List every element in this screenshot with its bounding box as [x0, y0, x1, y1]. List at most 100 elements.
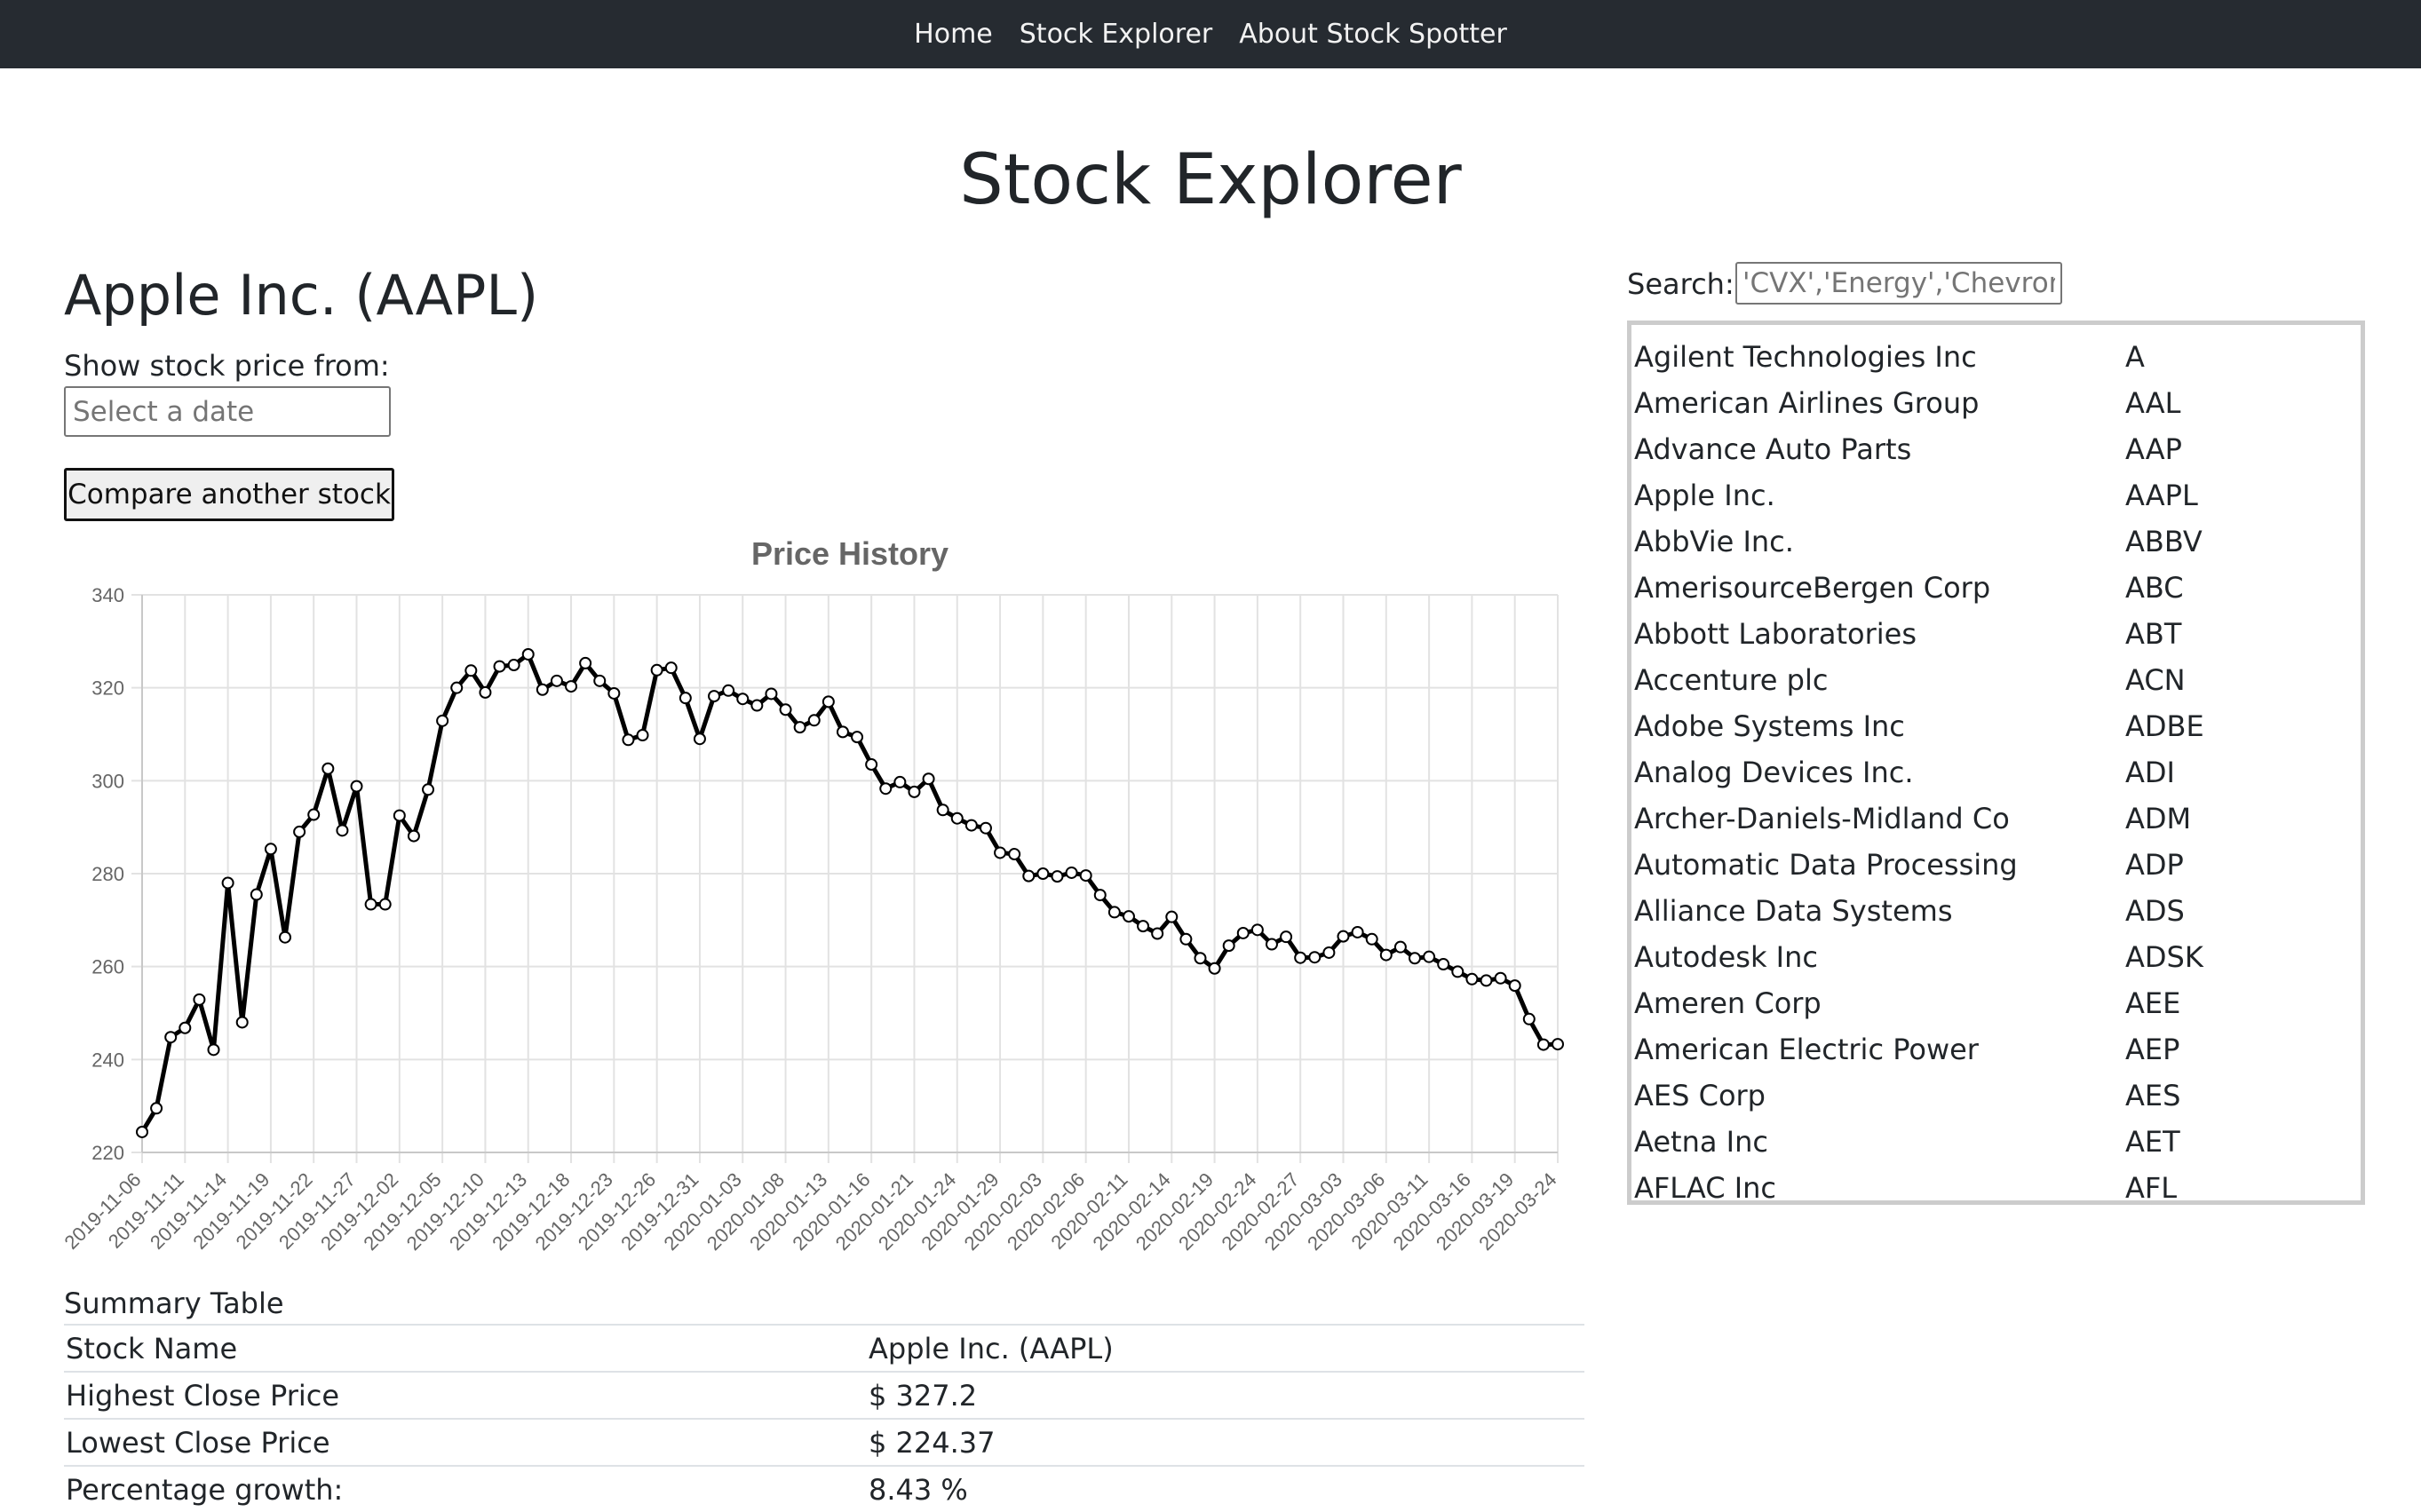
summary-value: 8.43 % — [867, 1465, 1584, 1512]
stock-ticker: ADBE — [2125, 709, 2204, 743]
stock-name: American Electric Power — [1634, 1033, 1979, 1066]
data-point — [507, 659, 520, 672]
page-title: Stock Explorer — [959, 140, 1462, 220]
data-point — [1494, 971, 1507, 985]
data-point — [1437, 958, 1450, 971]
stock-list-item[interactable]: Abbott Laboratories ABT — [1631, 611, 2361, 657]
stock-list-item[interactable]: Aetna Inc AET — [1631, 1119, 2361, 1165]
data-point — [1107, 906, 1121, 919]
search-input[interactable] — [1735, 262, 2062, 305]
stock-list-item[interactable]: AES Corp AES — [1631, 1073, 2361, 1119]
stock-name: AbbVie Inc. — [1634, 525, 1794, 558]
table-row: Stock Name Apple Inc. (AAPL) — [64, 1324, 1584, 1372]
data-point — [407, 829, 420, 843]
stock-title: Apple Inc. (AAPL) — [64, 263, 539, 328]
data-point — [1137, 920, 1150, 933]
stock-name: Apple Inc. — [1634, 479, 1775, 512]
stock-ticker: AES — [2125, 1079, 2181, 1112]
stock-list-item[interactable]: AFLAC Inc AFL — [1631, 1165, 2361, 1205]
data-point — [1236, 926, 1250, 939]
stock-name: Aetna Inc — [1634, 1125, 1768, 1159]
stock-list-item[interactable]: American Electric Power AEP — [1631, 1026, 2361, 1073]
nav-home-link[interactable]: Home — [914, 19, 993, 50]
data-point — [1423, 950, 1436, 963]
data-point — [979, 821, 992, 835]
summary-label: Lowest Close Price — [64, 1418, 867, 1466]
stock-ticker: AFL — [2125, 1171, 2178, 1205]
stock-list-item[interactable]: Advance Auto Parts AAP — [1631, 426, 2361, 472]
stock-name: Alliance Data Systems — [1634, 894, 1953, 928]
stock-list[interactable]: Agilent Technologies Inc A American Airlin… — [1627, 321, 2365, 1205]
stock-ticker: ACN — [2125, 663, 2186, 697]
stock-ticker: AEE — [2125, 986, 2181, 1020]
data-point — [1165, 910, 1179, 923]
data-point — [964, 819, 978, 832]
stock-list-item[interactable]: Alliance Data Systems ADS — [1631, 888, 2361, 934]
summary-value: $ 224.37 — [867, 1418, 1584, 1466]
data-point — [150, 1102, 163, 1115]
data-point — [1208, 962, 1221, 975]
nav-about-link[interactable]: About Stock Spotter — [1239, 19, 1507, 50]
stock-list-item[interactable]: AbbVie Inc. ABBV — [1631, 519, 2361, 565]
y-tick-label: 340 — [91, 584, 124, 606]
summary-table-caption: Summary Table — [64, 1286, 284, 1320]
data-point — [579, 656, 592, 669]
stock-list-item[interactable]: Analog Devices Inc. ADI — [1631, 749, 2361, 796]
stock-ticker: ABT — [2125, 617, 2182, 651]
stock-list-item[interactable]: American Airlines Group AAL — [1631, 380, 2361, 426]
date-input[interactable] — [64, 386, 391, 437]
data-point — [221, 876, 234, 890]
data-point — [235, 1016, 249, 1029]
stock-list-item[interactable]: Autodesk Inc ADSK — [1631, 934, 2361, 980]
data-point — [1522, 1012, 1536, 1025]
top-navbar: Home Stock Explorer About Stock Spotter — [0, 0, 2421, 68]
stock-list-item[interactable]: Agilent Technologies Inc A — [1631, 334, 2361, 380]
data-point — [822, 695, 835, 709]
data-point — [1022, 869, 1036, 883]
stock-list-item[interactable]: Apple Inc. AAPL — [1631, 472, 2361, 519]
stock-name: American Airlines Group — [1634, 386, 1980, 420]
data-point — [565, 680, 578, 693]
data-point — [1337, 930, 1350, 943]
data-point — [893, 775, 907, 788]
stock-name: Analog Devices Inc. — [1634, 756, 1914, 789]
data-point — [164, 1031, 178, 1044]
data-point — [1536, 1038, 1550, 1051]
stock-name: AES Corp — [1634, 1079, 1766, 1112]
stock-list-item[interactable]: Adobe Systems Inc ADBE — [1631, 703, 2361, 749]
data-point — [422, 783, 435, 796]
stock-list-item[interactable]: Automatic Data Processing ADP — [1631, 842, 2361, 888]
nav-stock-explorer-link[interactable]: Stock Explorer — [1019, 19, 1213, 50]
data-point — [136, 1125, 148, 1138]
stock-name: Automatic Data Processing — [1634, 848, 2018, 882]
data-point — [336, 824, 349, 837]
data-point — [851, 731, 864, 744]
data-point — [708, 690, 721, 703]
stock-list-item[interactable]: AmerisourceBergen Corp ABC — [1631, 565, 2361, 611]
stock-list-item[interactable]: Accenture plc ACN — [1631, 657, 2361, 703]
data-point — [193, 993, 206, 1006]
stock-ticker: AAP — [2125, 432, 2182, 466]
stock-ticker: ADSK — [2125, 940, 2203, 974]
stock-ticker: ADS — [2125, 894, 2185, 928]
stock-name: Abbott Laboratories — [1634, 617, 1917, 651]
data-point — [622, 733, 635, 747]
stock-list-item[interactable]: Archer-Daniels-Midland Co ADM — [1631, 796, 2361, 842]
data-point — [436, 714, 449, 727]
compare-stock-button[interactable]: Compare another stock — [64, 468, 394, 521]
data-point — [536, 683, 549, 696]
data-point — [950, 811, 964, 825]
data-point — [807, 714, 821, 727]
table-row: Highest Close Price $ 327.2 — [64, 1371, 1584, 1419]
data-point — [1222, 939, 1235, 953]
data-point — [550, 674, 563, 687]
price-series-line — [139, 652, 1560, 1135]
data-point — [307, 808, 321, 821]
data-point — [1322, 946, 1336, 959]
stock-list-item[interactable]: Ameren Corp AEE — [1631, 980, 2361, 1026]
data-point — [1552, 1038, 1564, 1051]
data-point — [836, 725, 849, 739]
data-point — [1051, 870, 1064, 883]
data-point — [1508, 979, 1521, 993]
data-point — [922, 772, 935, 786]
